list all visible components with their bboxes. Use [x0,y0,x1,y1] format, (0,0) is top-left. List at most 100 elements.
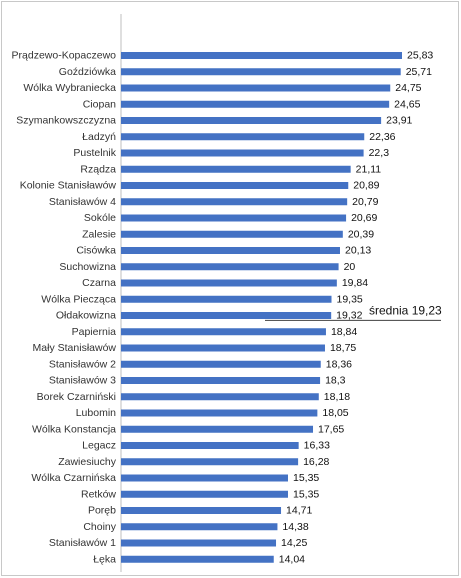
value-label: 22,36 [369,131,395,143]
value-label: 18,36 [326,358,352,370]
value-labels-group: 25,83 25,71 24,75 24,65 23,91 22,36 22,3 21,11 2… [279,50,434,566]
average-label: średnia 19,23 [369,303,442,317]
value-label: 18,75 [330,342,356,354]
category-label: Choiny [83,521,116,533]
value-label: 19,84 [342,277,368,289]
category-label: Stanisławów 1 [49,537,116,549]
bar [121,295,332,303]
bar [121,360,321,368]
bar [121,133,365,141]
category-label: Kolonie Stanisławów [20,180,117,192]
value-label: 18,84 [331,326,357,338]
category-label: Lubomin [76,407,116,419]
value-label: 14,71 [286,505,312,517]
value-label: 23,91 [386,115,412,127]
bar [121,198,348,206]
value-label: 20,39 [348,228,374,240]
bar [121,279,337,287]
value-label: 14,04 [279,553,305,565]
value-label: 18,18 [324,391,350,403]
category-label: Legacz [82,440,116,452]
category-label: Suchowizna [59,261,116,273]
bar [121,117,382,124]
category-label: Ładzyń [82,131,116,143]
bar [121,263,339,271]
value-label: 19,32 [336,310,362,322]
bar [121,555,274,563]
category-label: Pustelnik [73,147,116,159]
category-label: Łęka [93,553,116,565]
category-label: Sokóle [84,212,116,224]
category-label: Zawiesiuchy [58,456,117,468]
value-label: 14,38 [282,521,308,533]
bar [121,409,318,417]
category-label: Czarna [82,277,116,289]
category-label: Wólka Konstancja [32,423,116,435]
bars-group [121,52,402,563]
value-label: 16,33 [304,440,330,452]
bar [121,247,340,254]
bar [121,52,402,59]
category-labels-group: Prądzewo-Kopaczewo Goździówka Wólka Wybran… [12,50,117,566]
value-label: 24,75 [395,82,421,94]
category-label: Stanisławów 3 [49,375,116,387]
bar [121,458,299,466]
category-label: Ciopan [83,98,116,110]
bar [121,312,332,319]
value-label: 17,65 [318,423,344,435]
value-label: 15,35 [293,472,319,484]
bar [121,230,343,238]
bar [121,442,299,449]
value-label: 18,05 [322,407,348,419]
bar [121,490,288,498]
category-label: Stanisławów 4 [49,196,116,208]
value-label: 20,89 [353,180,379,192]
category-label: Wólka Piecząca [41,293,116,305]
value-label: 15,35 [293,488,319,500]
category-label: Zalesie [82,228,116,240]
bar [121,344,325,352]
category-label: Szymankowszczyzna [16,115,116,127]
value-label: 20 [344,261,356,273]
value-label: 24,65 [394,98,420,110]
category-label: Cisówka [76,245,116,257]
bar [121,539,277,547]
category-label: Retków [81,488,116,500]
category-label: Poręb [88,505,116,517]
category-label: Rządza [80,163,116,175]
bar [121,425,314,433]
value-label: 20,13 [345,245,371,257]
value-label: 25,83 [407,50,433,62]
value-label: 25,71 [406,66,432,78]
bar [121,84,391,92]
bar [121,507,282,514]
category-label: Stanisławów 2 [49,358,116,370]
category-label: Wólka Czarnińska [31,472,116,484]
value-label: 18,3 [325,375,346,387]
category-label: Borek Czarniński [37,391,116,403]
value-label: 22,3 [369,147,390,159]
value-label: 19,35 [337,293,363,305]
bar [121,393,319,401]
category-label: Mały Stanisławów [33,342,117,354]
category-label: Goździówka [59,66,116,78]
category-label: Papiernia [72,326,117,338]
value-label: 14,25 [281,537,307,549]
bar [121,165,351,173]
bar [121,474,288,482]
bar [121,68,401,76]
bar [121,377,321,384]
bar [121,149,364,157]
bar [121,214,347,222]
category-label: Wólka Wybraniecka [23,82,116,94]
bar [121,182,349,189]
value-label: 16,28 [303,456,329,468]
category-label: Prądzewo-Kopaczewo [12,50,117,62]
value-label: 20,79 [352,196,378,208]
bar [121,328,326,336]
value-label: 20,69 [351,212,377,224]
bar [121,100,390,108]
value-label: 21,11 [356,163,382,175]
category-label: Ołdakowizna [56,310,116,322]
